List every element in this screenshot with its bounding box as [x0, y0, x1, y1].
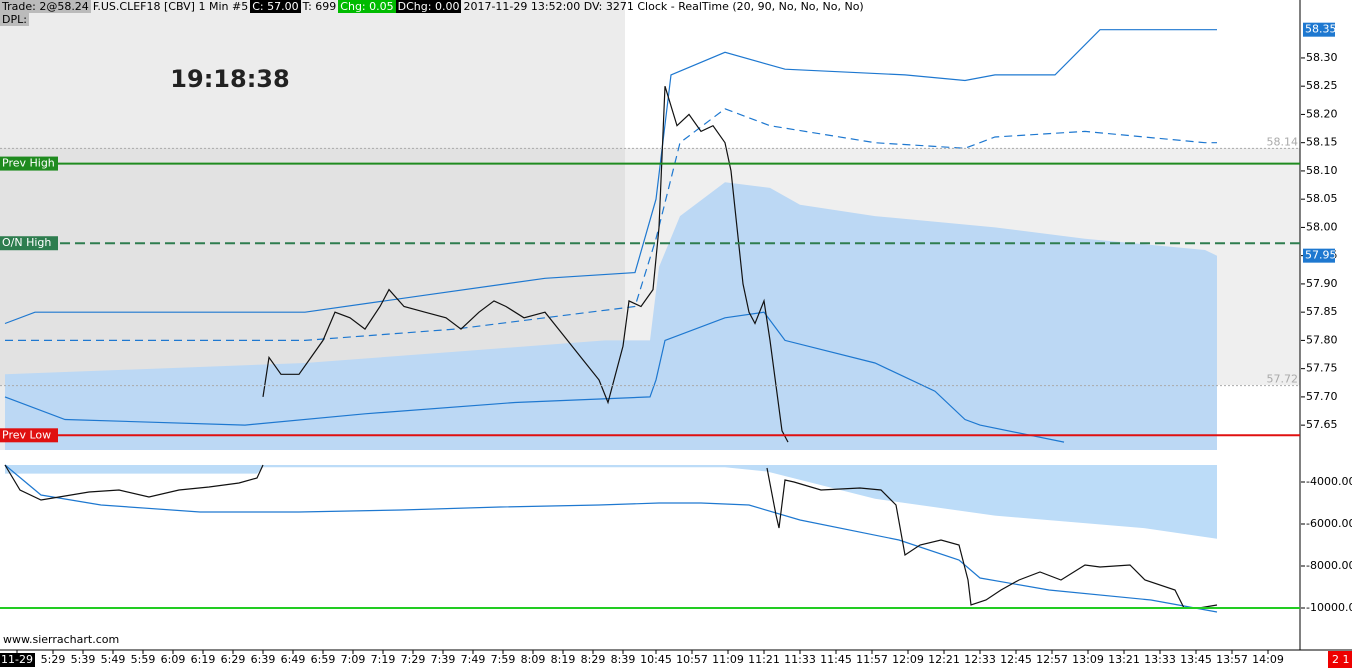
area: [5, 465, 1217, 539]
x-tick-label: 12:57: [1036, 653, 1068, 666]
level-label: Prev Low: [2, 428, 51, 441]
series-line: [5, 108, 1217, 341]
price-marker: [1303, 22, 1335, 37]
x-tick-label: 12:21: [928, 653, 960, 666]
x-tick-label: 8:29: [581, 653, 606, 666]
x-tick-label: 11:21: [748, 653, 780, 666]
series-line: [4, 29, 1217, 325]
corner: 2 1: [1332, 653, 1350, 666]
y-tick-label: 57.75: [1306, 362, 1338, 375]
x-tick-label: 10:57: [676, 653, 708, 666]
header: Trade: 2@58.24 F.US.CLEF18 [CBV] 1 Min #5…: [0, 0, 866, 26]
x-tick-label: 13:33: [1144, 653, 1176, 666]
x-tick-label: 8:19: [551, 653, 576, 666]
dpl: DPL:: [0, 13, 29, 26]
y-tick-label: -10000.000: [1306, 601, 1352, 614]
ref-label: 57.72: [1267, 373, 1299, 386]
x-tick-label: 14:09: [1252, 653, 1284, 666]
y-tick-label: 58.30: [1306, 51, 1338, 64]
x-tick-label: 8:09: [521, 653, 546, 666]
x-tick-label: 6:19: [191, 653, 216, 666]
trade: Trade: 2@58.24: [0, 0, 91, 13]
y-tick-label: -6000.000: [1306, 517, 1352, 530]
x-tick-label: 6:29: [221, 653, 246, 666]
x-tick-label: 13:57: [1216, 653, 1248, 666]
y-tick-label: 58.10: [1306, 164, 1338, 177]
x-tick-label: 11-29: [1, 653, 33, 666]
x-tick-label: 5:29: [41, 653, 66, 666]
x-tick-label: 7:49: [461, 653, 486, 666]
series-line: [4, 311, 1065, 443]
y-tick-label: 58.25: [1306, 79, 1338, 92]
y-tick-label: 58.00: [1306, 220, 1338, 233]
x-tick-label: 13:21: [1108, 653, 1140, 666]
x-tick-label: 11:45: [820, 653, 852, 666]
y-tick-label: 57.90: [1306, 277, 1338, 290]
price-marker-label: 57.95: [1305, 249, 1337, 262]
y-tick-label: 57.65: [1306, 418, 1338, 431]
clock: 19:18:38: [170, 65, 289, 93]
x-tick-label: 5:49: [101, 653, 126, 666]
price-marker-label: 58.35: [1305, 23, 1337, 36]
change: Chg: 0.05: [338, 0, 396, 13]
daily-change: DChg: 0.00: [395, 0, 462, 13]
level-label: Prev High: [2, 157, 55, 170]
series-line: [4, 464, 1218, 613]
x-tick-label: 5:59: [131, 653, 156, 666]
corner-box: [1328, 651, 1352, 668]
x-tick-label: 7:59: [491, 653, 516, 666]
x-tick-label: 8:39: [611, 653, 636, 666]
ticks: T: 699: [302, 0, 337, 13]
x-tick-label: 7:29: [401, 653, 426, 666]
footer: www.sierrachart.com: [3, 633, 119, 646]
x-tick-label: 6:59: [311, 653, 336, 666]
x-tick-label: 13:45: [1180, 653, 1212, 666]
close: C: 57.00: [250, 0, 301, 13]
x-tick-bg: [0, 653, 35, 667]
x-tick-label: 11:57: [856, 653, 888, 666]
info: 2017-11-29 13:52:00 DV: 3271 Clock - Rea…: [463, 0, 864, 13]
y-tick-label: 58.05: [1306, 192, 1338, 205]
x-tick-label: 13:09: [1072, 653, 1104, 666]
x-tick-label: 12:33: [964, 653, 996, 666]
x-tick-label: 6:09: [161, 653, 186, 666]
x-tick-label: 11:33: [784, 653, 816, 666]
level-label-bg: [0, 236, 58, 251]
x-tick-label: 10:45: [640, 653, 672, 666]
symbol: F.US.CLEF18 [CBV] 1 Min #5: [92, 0, 249, 13]
series-line: [262, 86, 789, 443]
x-tick-label: 11:09: [712, 653, 744, 666]
series-line: [4, 464, 1218, 609]
y-tick-label: 57.85: [1306, 305, 1338, 318]
price-marker: [1303, 248, 1335, 263]
area: [5, 182, 1217, 450]
range-shade: [0, 148, 625, 385]
x-tick-label: 12:09: [892, 653, 924, 666]
x-tick-label: 7:39: [431, 653, 456, 666]
y-tick-label: -4000.000: [1306, 475, 1352, 488]
ref-label: 58.14: [1267, 135, 1299, 148]
x-tick-label: 5:39: [71, 653, 96, 666]
level-label: O/N High: [2, 236, 51, 249]
y-tick-label: 57.70: [1306, 390, 1338, 403]
x-tick-label: 12:45: [1000, 653, 1032, 666]
y-tick-label: -8000.000: [1306, 559, 1352, 572]
y-tick-label: 57.80: [1306, 333, 1338, 346]
x-tick-label: 6:49: [281, 653, 306, 666]
level-label-bg: [0, 428, 58, 443]
y-tick-label: 58.20: [1306, 107, 1338, 120]
x-tick-label: 6:39: [251, 653, 276, 666]
x-tick-label: 7:19: [371, 653, 396, 666]
level-label-bg: [0, 156, 58, 171]
y-tick-label: 58.15: [1306, 136, 1338, 149]
x-tick-label: 7:09: [341, 653, 366, 666]
